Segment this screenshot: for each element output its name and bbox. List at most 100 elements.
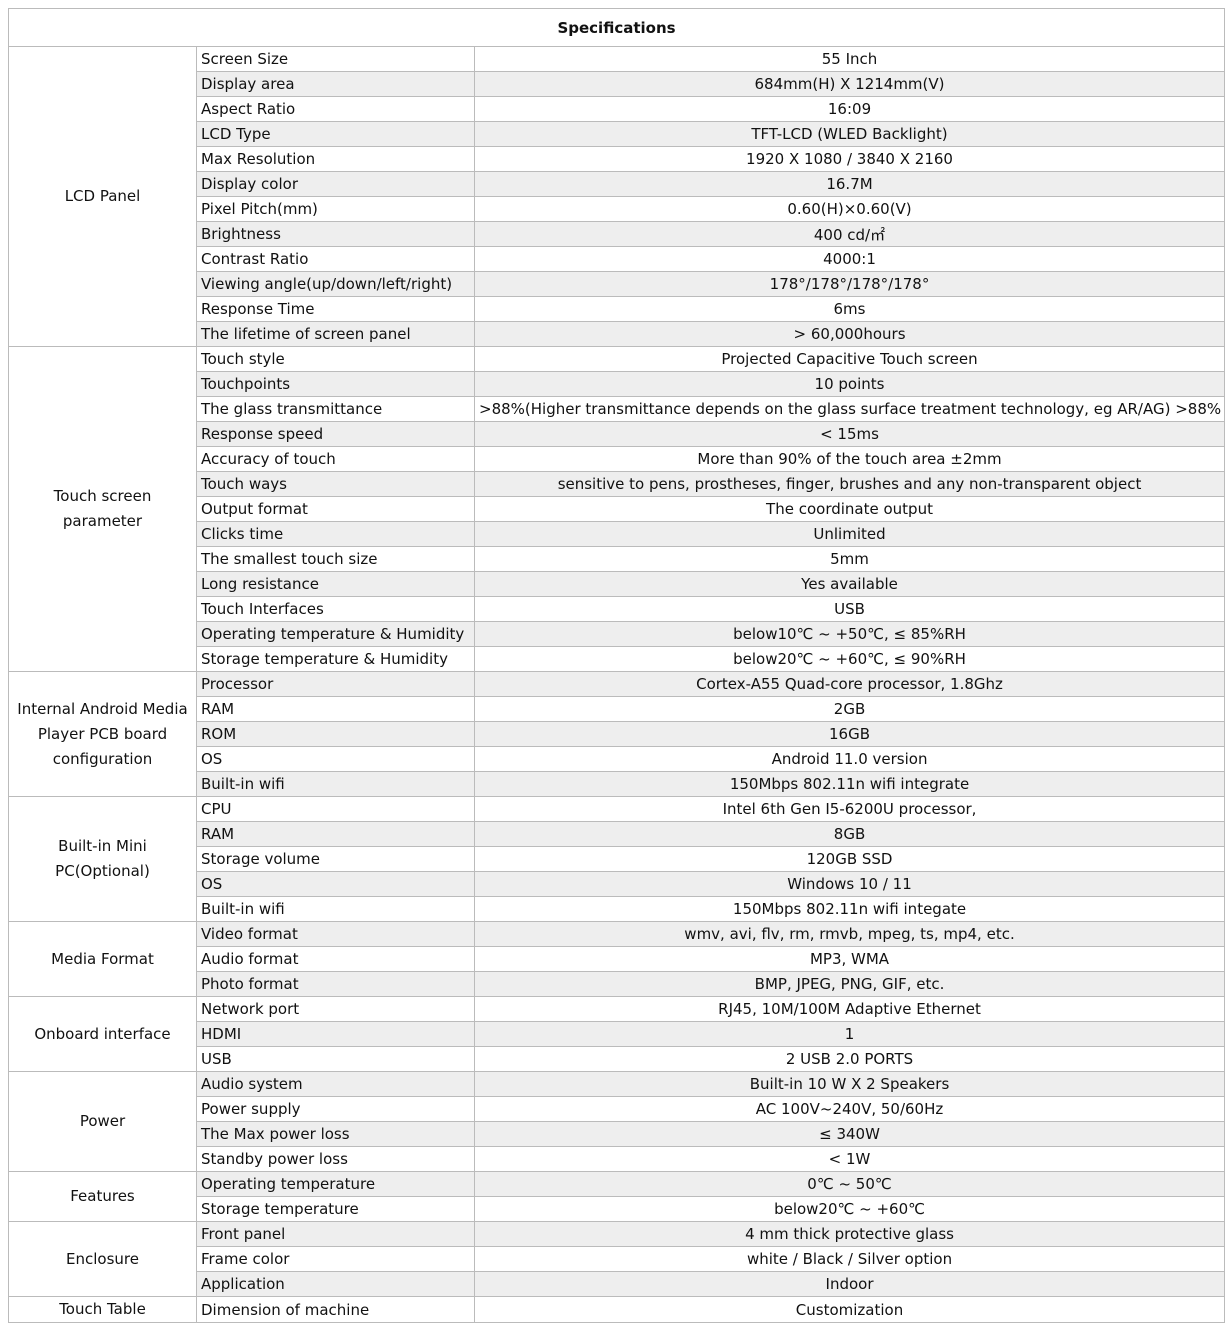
group-label: Onboard interface	[8, 996, 197, 1072]
param-value: < 15ms	[473, 421, 1226, 447]
param-name: CPU	[196, 796, 475, 822]
title-row: Specifications	[7, 8, 1226, 47]
param-value: Indoor	[473, 1271, 1226, 1297]
param-value: below10℃ ~ +50℃, ≤ 85%RH	[473, 621, 1226, 647]
spec-row: Built-in wifi 150Mbps 802.11n wifi intega…	[9, 896, 1226, 922]
spec-row: Touch screen parameter Touch style Project…	[8, 346, 1226, 672]
param-name: Front panel	[196, 1221, 475, 1247]
param-name: The lifetime of screen panel	[196, 321, 475, 347]
param-value: white / Black / Silver option	[473, 1246, 1226, 1272]
spec-row: Touchpoints 10 points	[9, 371, 1226, 397]
param-name: Power supply	[196, 1096, 475, 1122]
group-label: Touch Table	[8, 1296, 197, 1323]
param-name: Max Resolution	[196, 146, 475, 172]
param-name: Dimension of machine	[196, 1296, 475, 1323]
param-name: Touch ways	[196, 471, 475, 497]
spec-row: Touch ways sensitive to pens, prostheses,…	[9, 471, 1226, 497]
param-value: 2 USB 2.0 PORTS	[473, 1046, 1226, 1072]
spec-row: Max Resolution 1920 X 1080 / 3840 X 2160	[9, 146, 1226, 172]
spec-row: Long resistance Yes available	[9, 571, 1226, 597]
param-value: 16.7M	[473, 171, 1226, 197]
param-value: < 1W	[473, 1146, 1226, 1172]
spec-row: Storage volume 120GB SSD	[9, 846, 1226, 872]
table-title: Specifications	[7, 8, 1226, 47]
param-name: Frame color	[196, 1246, 475, 1272]
param-value: TFT-LCD (WLED Backlight)	[473, 121, 1226, 147]
spec-row: LCD Type TFT-LCD (WLED Backlight)	[9, 121, 1226, 147]
param-value: 5mm	[473, 546, 1226, 572]
param-value: 1920 X 1080 / 3840 X 2160	[473, 146, 1226, 172]
param-value: ≤ 340W	[473, 1121, 1226, 1147]
param-name: Touch style	[196, 346, 475, 372]
spec-row: Touch Table Dimension of machine Customiza…	[8, 1296, 1226, 1323]
param-name: Long resistance	[196, 571, 475, 597]
param-name: Output format	[196, 496, 475, 522]
param-value: Yes available	[473, 571, 1226, 597]
param-name: Accuracy of touch	[196, 446, 475, 472]
param-name: The smallest touch size	[196, 546, 475, 572]
spec-row: OS Android 11.0 version	[9, 746, 1226, 772]
spec-row: Response speed < 15ms	[9, 421, 1226, 447]
spec-row: Display color 16.7M	[9, 171, 1226, 197]
param-name: Standby power loss	[196, 1146, 475, 1172]
param-name: Built-in wifi	[196, 896, 475, 922]
param-name: Contrast Ratio	[196, 246, 475, 272]
param-value: AC 100V~240V, 50/60Hz	[473, 1096, 1226, 1122]
param-name: Clicks time	[196, 521, 475, 547]
param-value: 150Mbps 802.11n wifi integate	[473, 896, 1226, 922]
param-name: Audio format	[196, 946, 475, 972]
param-value: 0.60(H)×0.60(V)	[473, 196, 1226, 222]
spec-row: ROM 16GB	[9, 721, 1226, 747]
param-name: Touch Interfaces	[196, 596, 475, 622]
param-value: 8GB	[473, 821, 1226, 847]
group-label: Touch screen parameter	[8, 346, 197, 672]
spec-row: Built-in Mini PC(Optional) CPU Intel 6th G…	[8, 796, 1226, 922]
param-name: Network port	[196, 996, 475, 1022]
group-label: Features	[8, 1171, 197, 1222]
param-name: Pixel Pitch(mm)	[196, 196, 475, 222]
table-body: LCD Panel Screen Size 55 Inch Display area 6…	[8, 46, 1226, 1323]
group-label: LCD Panel	[8, 46, 197, 347]
param-name: Response speed	[196, 421, 475, 447]
spec-row: The Max power loss ≤ 340W	[9, 1121, 1226, 1147]
param-name: LCD Type	[196, 121, 475, 147]
param-name: ROM	[196, 721, 475, 747]
group-label: Enclosure	[8, 1221, 197, 1297]
param-value: Windows 10 / 11	[473, 871, 1226, 897]
param-value: 4000:1	[473, 246, 1226, 272]
param-name: HDMI	[196, 1021, 475, 1047]
param-value: >88%(Higher transmittance depends on the…	[473, 396, 1226, 422]
param-name: Operating temperature	[196, 1171, 475, 1197]
param-value: 16GB	[473, 721, 1226, 747]
spec-table: Specifications LCD Panel Screen Size 55 In…	[7, 8, 1226, 1323]
param-name: Built-in wifi	[196, 771, 475, 797]
param-name: OS	[196, 871, 475, 897]
param-name: The glass transmittance	[196, 396, 475, 422]
param-value: Android 11.0 version	[473, 746, 1226, 772]
group-label: Power	[8, 1071, 197, 1172]
spec-row: Viewing angle(up/down/left/right) 178°/17…	[9, 271, 1226, 297]
spec-row: Aspect Ratio 16:09	[9, 96, 1226, 122]
spec-row: The glass transmittance >88%(Higher trans…	[9, 396, 1226, 422]
group-label: Internal Android Media Player PCB board …	[8, 671, 197, 797]
spec-row: USB 2 USB 2.0 PORTS	[9, 1046, 1226, 1072]
param-value: below20℃ ~ +60℃	[473, 1196, 1226, 1222]
spec-row: Photo format BMP, JPEG, PNG, GIF, etc.	[9, 971, 1226, 997]
spec-row: Clicks time Unlimited	[9, 521, 1226, 547]
param-value: More than 90% of the touch area ±2mm	[473, 446, 1226, 472]
param-value: USB	[473, 596, 1226, 622]
param-name: Aspect Ratio	[196, 96, 475, 122]
param-value: 178°/178°/178°/178°	[473, 271, 1226, 297]
param-value: 10 points	[473, 371, 1226, 397]
param-name: Display area	[196, 71, 475, 97]
param-value: 16:09	[473, 96, 1226, 122]
param-value: 684mm(H) X 1214mm(V)	[473, 71, 1226, 97]
param-value: Cortex-A55 Quad-core processor, 1.8Ghz	[473, 671, 1226, 697]
spec-row: LCD Panel Screen Size 55 Inch	[8, 46, 1226, 347]
param-name: Storage temperature & Humidity	[196, 646, 475, 672]
spec-row: Media Format Video format wmv, avi, flv, r…	[8, 921, 1226, 997]
param-value: 400 cd/㎡	[473, 221, 1226, 247]
group-label: Media Format	[8, 921, 197, 997]
param-value: The coordinate output	[473, 496, 1226, 522]
